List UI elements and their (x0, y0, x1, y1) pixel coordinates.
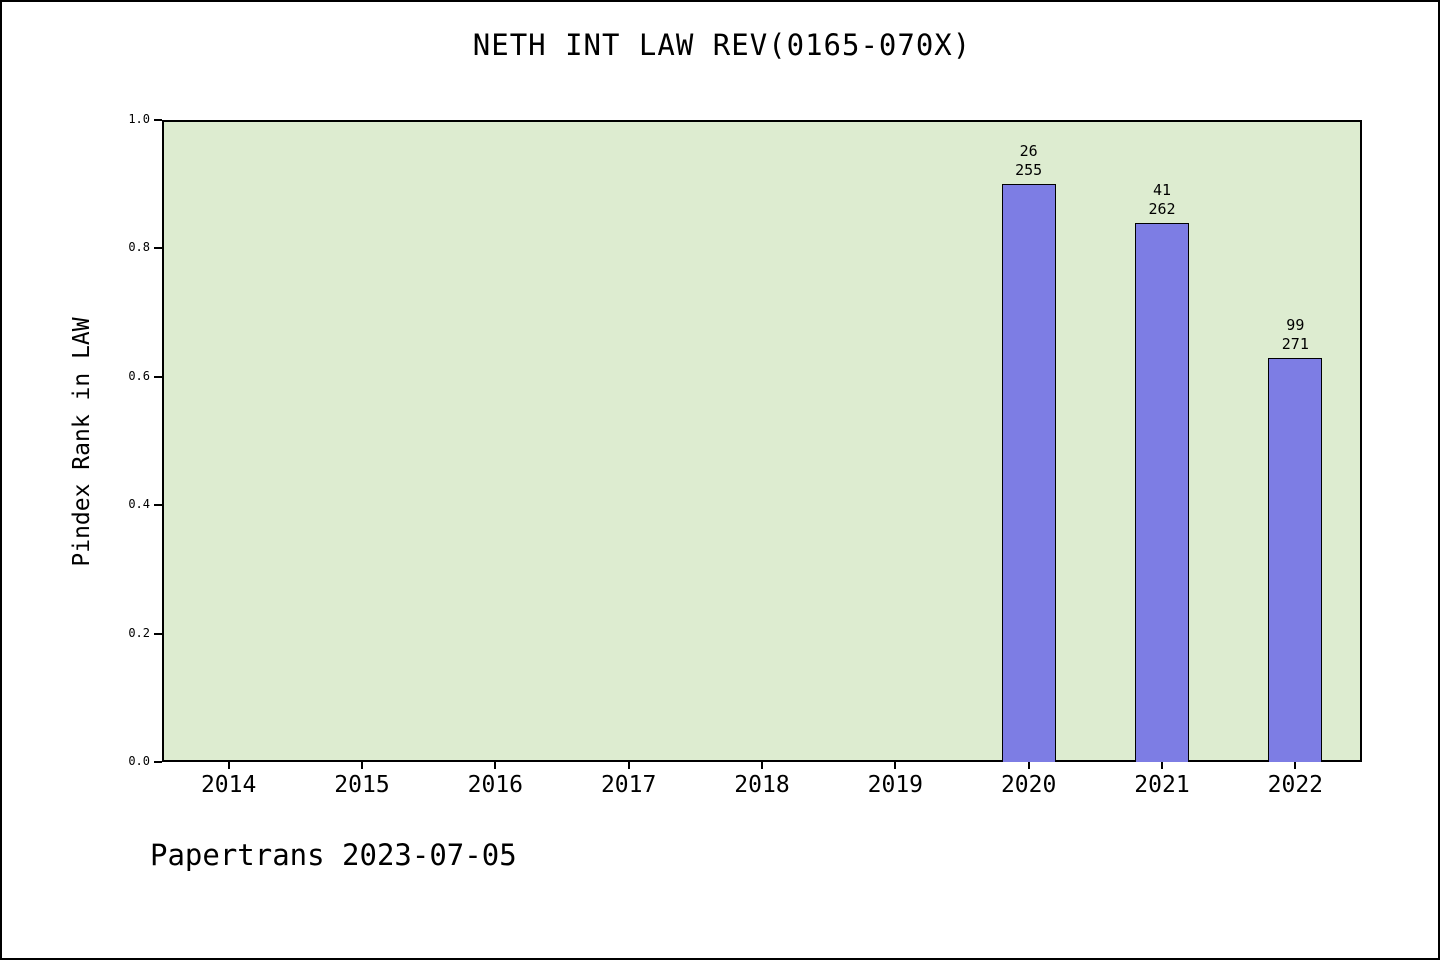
x-tick-label: 2019 (867, 772, 924, 798)
y-axis-label: Pindex Rank in LAW (69, 317, 95, 567)
bar-label: 41 262 (1092, 181, 1232, 219)
x-tick-mark (894, 762, 897, 769)
y-tick-label: 0.2 (128, 625, 150, 640)
bar (1001, 184, 1056, 762)
x-tick-label: 2018 (734, 772, 790, 798)
bar (1135, 223, 1189, 762)
bar-label-total: 262 (1148, 200, 1176, 218)
y-tick-mark (154, 375, 162, 378)
x-tick-mark (494, 762, 497, 769)
x-tick-mark (361, 762, 363, 769)
x-tick-mark (627, 762, 630, 769)
y-tick-mark (154, 632, 162, 635)
y-tick-label: 0.8 (128, 240, 150, 255)
bar-label-rank: 26 (1019, 142, 1038, 160)
y-tick-label: 1.0 (128, 112, 150, 126)
bar-label-rank: 99 (1286, 316, 1305, 334)
x-tick-label: 2017 (600, 772, 657, 798)
x-tick-label: 2021 (1134, 772, 1190, 798)
x-tick-label: 2022 (1267, 772, 1324, 798)
y-tick-mark (154, 761, 162, 763)
y-tick-mark (154, 247, 162, 250)
x-tick-mark (1294, 762, 1297, 769)
bar (1268, 358, 1323, 762)
bar-label-total: 271 (1281, 335, 1309, 353)
y-tick-label: 0.4 (128, 497, 150, 512)
x-tick-label: 2020 (1000, 772, 1057, 798)
x-tick-label: 2014 (200, 772, 257, 798)
x-tick-mark (227, 762, 230, 769)
y-tick-label: 0.0 (128, 754, 150, 768)
bar-label-rank: 41 (1152, 181, 1172, 199)
bar-label: 99 271 (1225, 316, 1365, 354)
y-tick-mark (154, 504, 162, 507)
x-tick-label: 2015 (334, 772, 390, 798)
y-tick-mark (154, 119, 162, 121)
x-tick-mark (761, 762, 763, 769)
footer-text: Papertrans 2023-07-05 (150, 838, 517, 872)
x-tick-mark (1027, 762, 1030, 769)
chart-title: NETH INT LAW REV(0165-070X) (472, 28, 972, 62)
x-tick-mark (1161, 762, 1163, 769)
bar-label-total: 255 (1015, 161, 1043, 179)
x-tick-label: 2016 (467, 772, 524, 798)
bar-label: 26 255 (959, 142, 1099, 180)
y-tick-label: 0.6 (128, 368, 150, 383)
